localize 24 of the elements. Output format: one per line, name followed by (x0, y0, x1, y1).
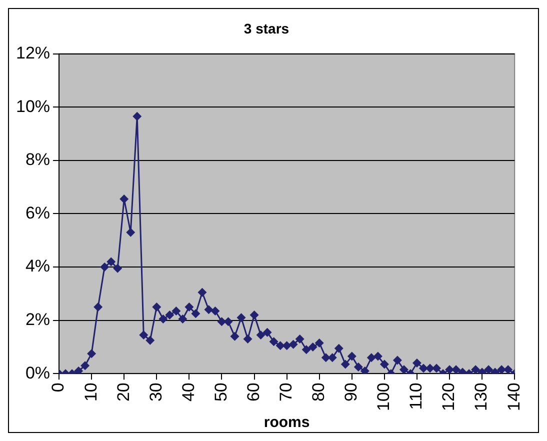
y-tick-label: 10% (16, 96, 50, 116)
x-tick-label: 20 (114, 382, 133, 402)
x-tick-label: 90 (342, 382, 361, 402)
y-tick-label: 12% (16, 43, 50, 62)
x-tick-label: 60 (244, 382, 263, 402)
y-tick-label: 2% (25, 310, 50, 330)
x-tick-label: 40 (178, 382, 198, 402)
x-tick-label: 80 (309, 382, 328, 402)
x-tick-label: 140 (504, 382, 524, 412)
x-tick-label: 0 (48, 382, 68, 392)
x-tick-label: 100 (374, 382, 394, 412)
x-tick-label: 130 (472, 382, 491, 412)
x-axis-title: rooms (264, 414, 310, 432)
x-tick-label: 70 (276, 382, 296, 402)
x-tick-label: 50 (211, 382, 230, 402)
x-tick-label: 120 (439, 382, 458, 412)
x-tick-label: 30 (146, 382, 166, 402)
y-tick-label: 4% (25, 256, 50, 276)
x-tick-label: 110 (406, 382, 426, 410)
y-tick-label: 6% (25, 203, 50, 222)
chart-title: 3 stars (244, 20, 290, 36)
y-tick-label: 0% (25, 363, 50, 382)
y-tick-label: 8% (25, 150, 50, 170)
x-tick-label: 10 (81, 382, 100, 402)
